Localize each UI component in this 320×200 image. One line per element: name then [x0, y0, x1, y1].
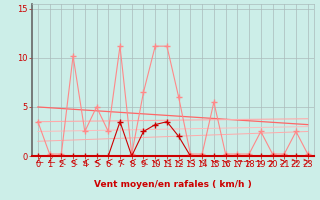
- X-axis label: Vent moyen/en rafales ( km/h ): Vent moyen/en rafales ( km/h ): [94, 180, 252, 189]
